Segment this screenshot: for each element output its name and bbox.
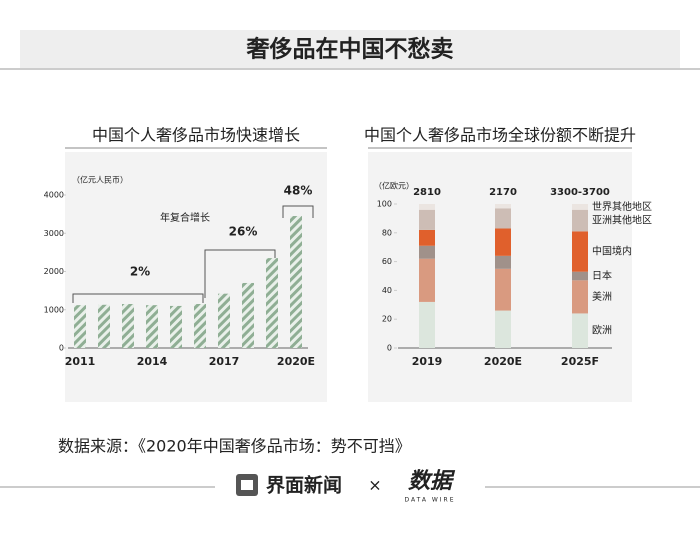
unit-label: （亿元人民币）	[72, 175, 128, 185]
bar-segment	[572, 271, 588, 281]
x-tick-label: 2020E	[277, 355, 315, 368]
times: ×	[368, 476, 381, 495]
annotation: 48%	[284, 184, 313, 198]
y-tick-label: 2000	[44, 267, 64, 276]
bar-segment	[419, 229, 435, 246]
y-tick-label: 4000	[44, 191, 64, 200]
legend-label: 欧洲	[592, 325, 612, 337]
x-tick-label: 2020E	[484, 355, 522, 368]
brand-icon-inner	[241, 480, 253, 490]
y-tick-label: 40	[382, 286, 392, 295]
logo-sub: DATA WIRE	[404, 497, 455, 504]
bracket	[204, 249, 276, 298]
bar	[194, 304, 206, 348]
bar	[290, 216, 302, 348]
y-tick-label: 0	[59, 344, 64, 353]
x-tick-label: 2025F	[561, 355, 599, 368]
bar-segment	[495, 310, 511, 348]
bar-label: 3300-3700	[550, 187, 610, 198]
x-tick-label: 2019	[412, 355, 443, 368]
legend-label: 世界其他地区	[592, 200, 652, 213]
bar	[170, 305, 182, 348]
bar-segment	[419, 258, 435, 302]
bracket	[282, 205, 314, 218]
y-tick-label: 100	[377, 200, 392, 209]
bar-segment	[419, 204, 435, 210]
annotation: 2%	[130, 265, 150, 279]
x-tick-label: 2011	[65, 355, 96, 368]
bar-label: 2810	[413, 187, 441, 198]
bar-label: 2170	[489, 187, 517, 198]
x-tick-label: 2017	[209, 355, 240, 368]
bar-segment	[495, 228, 511, 256]
source: 数据来源：《2020年中国奢侈品市场：势不可挡》	[58, 437, 411, 456]
legend-label: 美洲	[592, 290, 612, 303]
bracket	[72, 293, 204, 303]
bar	[266, 258, 278, 348]
bar	[218, 293, 230, 348]
bar-segment	[572, 209, 588, 232]
bar-segment	[419, 245, 435, 259]
bar-segment	[572, 280, 588, 314]
left-panel	[65, 152, 327, 402]
unit-label: （亿欧元）	[374, 181, 414, 191]
bar-segment	[572, 313, 588, 348]
bar-segment	[419, 301, 435, 348]
chart-title: 中国个人奢侈品市场快速增长	[92, 126, 300, 145]
page-title: 奢侈品在中国不愁卖	[246, 36, 454, 63]
bar-segment	[572, 204, 588, 210]
brand: 界面新闻	[266, 474, 342, 497]
bar	[242, 282, 254, 348]
y-tick-label: 0	[387, 344, 392, 353]
bar-segment	[419, 209, 435, 230]
x-tick-label: 2014	[137, 355, 168, 368]
bar-segment	[495, 208, 511, 229]
legend-label: 日本	[592, 269, 612, 282]
bar	[122, 304, 134, 348]
annotation: 年复合增长	[160, 211, 210, 224]
chart-title: 中国个人奢侈品市场全球份额不断提升	[364, 126, 636, 145]
legend-label: 亚洲其他地区	[592, 214, 652, 227]
bar-segment	[495, 204, 511, 209]
bar	[146, 305, 158, 348]
y-tick-label: 20	[382, 315, 392, 324]
legend-label: 中国境内	[592, 245, 632, 258]
bar	[74, 305, 86, 348]
y-tick-label: 1000	[44, 305, 64, 314]
y-tick-label: 3000	[44, 229, 64, 238]
bar	[98, 304, 110, 348]
y-tick-label: 80	[382, 228, 392, 237]
annotation: 26%	[229, 225, 258, 239]
y-tick-label: 60	[382, 257, 392, 266]
bar-segment	[495, 255, 511, 269]
bar-segment	[495, 268, 511, 311]
logo: 数据	[408, 469, 456, 494]
title-band	[20, 30, 680, 68]
bar-segment	[572, 231, 588, 272]
